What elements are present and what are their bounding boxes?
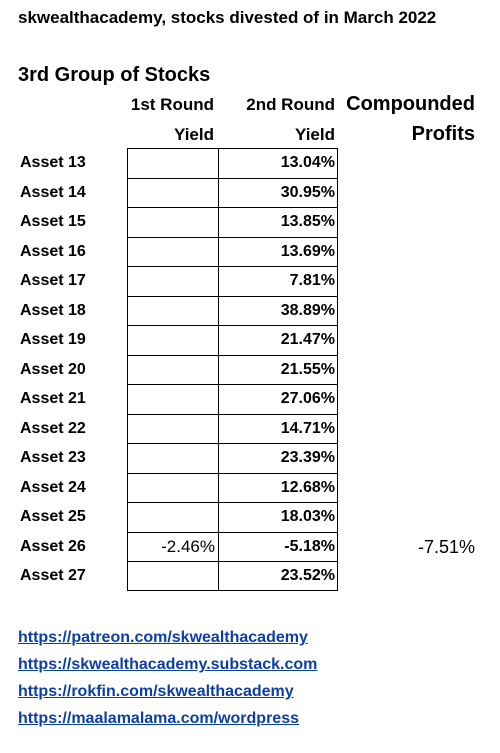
header-compounded-line1: Compounded bbox=[346, 93, 475, 115]
cell-round2-yield: 7.81% bbox=[289, 272, 335, 289]
row-asset-label: Asset 27 bbox=[20, 567, 86, 584]
cell-round2-yield: 13.85% bbox=[280, 213, 335, 230]
cell-round1-yield: -2.46% bbox=[161, 536, 215, 556]
header-compounded-line2: Profits bbox=[411, 123, 475, 145]
table-row-divider bbox=[127, 295, 338, 297]
table-row-divider bbox=[127, 207, 338, 208]
row-asset-label: Asset 26 bbox=[20, 537, 86, 555]
link-patreon[interactable]: https://patreon.com/skwealthacademy bbox=[18, 629, 308, 646]
table-row-divider bbox=[127, 236, 338, 238]
table-row-divider bbox=[127, 325, 338, 326]
cell-compounded-profit: -7.51% bbox=[417, 536, 475, 557]
row-asset-label: Asset 25 bbox=[20, 508, 86, 525]
table-row-divider bbox=[127, 354, 338, 356]
table-row-divider bbox=[127, 413, 338, 415]
links-list: https://patreon.com/skwealthacademy http… bbox=[18, 624, 317, 732]
table-row-divider bbox=[127, 177, 338, 179]
cell-round2-yield: 14.71% bbox=[280, 419, 335, 437]
cell-round2-yield: 21.47% bbox=[280, 331, 335, 348]
row-asset-label: Asset 14 bbox=[20, 183, 86, 201]
cell-round2-yield: 30.95% bbox=[280, 183, 335, 201]
cell-round2-yield: 38.89% bbox=[280, 301, 335, 319]
row-asset-label: Asset 20 bbox=[20, 360, 86, 378]
header-round1-line1: 1st Round bbox=[130, 95, 214, 114]
table-row-divider bbox=[127, 384, 338, 385]
table-column-divider bbox=[218, 148, 219, 591]
header-round1-line2: Yield bbox=[174, 125, 214, 144]
table-row-divider bbox=[127, 502, 338, 503]
table-row-divider bbox=[127, 561, 338, 562]
cell-round2-yield: 21.55% bbox=[280, 360, 335, 378]
cell-round2-yield: 12.68% bbox=[280, 478, 335, 496]
row-asset-label: Asset 24 bbox=[20, 478, 86, 496]
row-asset-label: Asset 22 bbox=[20, 419, 86, 437]
link-rokfin[interactable]: https://rokfin.com/skwealthacademy bbox=[18, 683, 294, 700]
row-asset-label: Asset 18 bbox=[20, 301, 86, 319]
table-row-divider bbox=[127, 531, 338, 533]
row-asset-label: Asset 23 bbox=[20, 449, 86, 466]
row-asset-label: Asset 16 bbox=[20, 242, 86, 260]
row-asset-label: Asset 13 bbox=[20, 154, 86, 171]
cell-round2-yield: 23.39% bbox=[280, 449, 335, 466]
table-row-divider bbox=[127, 266, 338, 267]
cell-round2-yield: 18.03% bbox=[280, 508, 335, 525]
cell-round2-yield: 27.06% bbox=[280, 390, 335, 407]
header-round2-line2: Yield bbox=[295, 125, 335, 144]
header-round2-line1: 2nd Round bbox=[246, 95, 335, 114]
yield-table-border bbox=[127, 148, 338, 591]
row-asset-label: Asset 21 bbox=[20, 390, 86, 407]
cell-round2-yield: 13.04% bbox=[280, 154, 335, 171]
cell-round2-yield: 23.52% bbox=[280, 567, 335, 584]
row-asset-label: Asset 19 bbox=[20, 331, 86, 348]
page-title: skwealthacademy, stocks divested of in M… bbox=[18, 8, 437, 27]
link-substack[interactable]: https://skwealthacademy.substack.com bbox=[18, 656, 318, 673]
cell-round2-yield: -5.18% bbox=[284, 537, 335, 555]
row-asset-label: Asset 17 bbox=[20, 272, 86, 289]
table-row-divider bbox=[127, 472, 338, 474]
group-title: 3rd Group of Stocks bbox=[18, 64, 211, 86]
link-wordpress[interactable]: https://maalamalama.com/wordpress bbox=[18, 710, 299, 727]
row-asset-label: Asset 15 bbox=[20, 213, 86, 230]
table-row-divider bbox=[127, 443, 338, 444]
cell-round2-yield: 13.69% bbox=[280, 242, 335, 260]
